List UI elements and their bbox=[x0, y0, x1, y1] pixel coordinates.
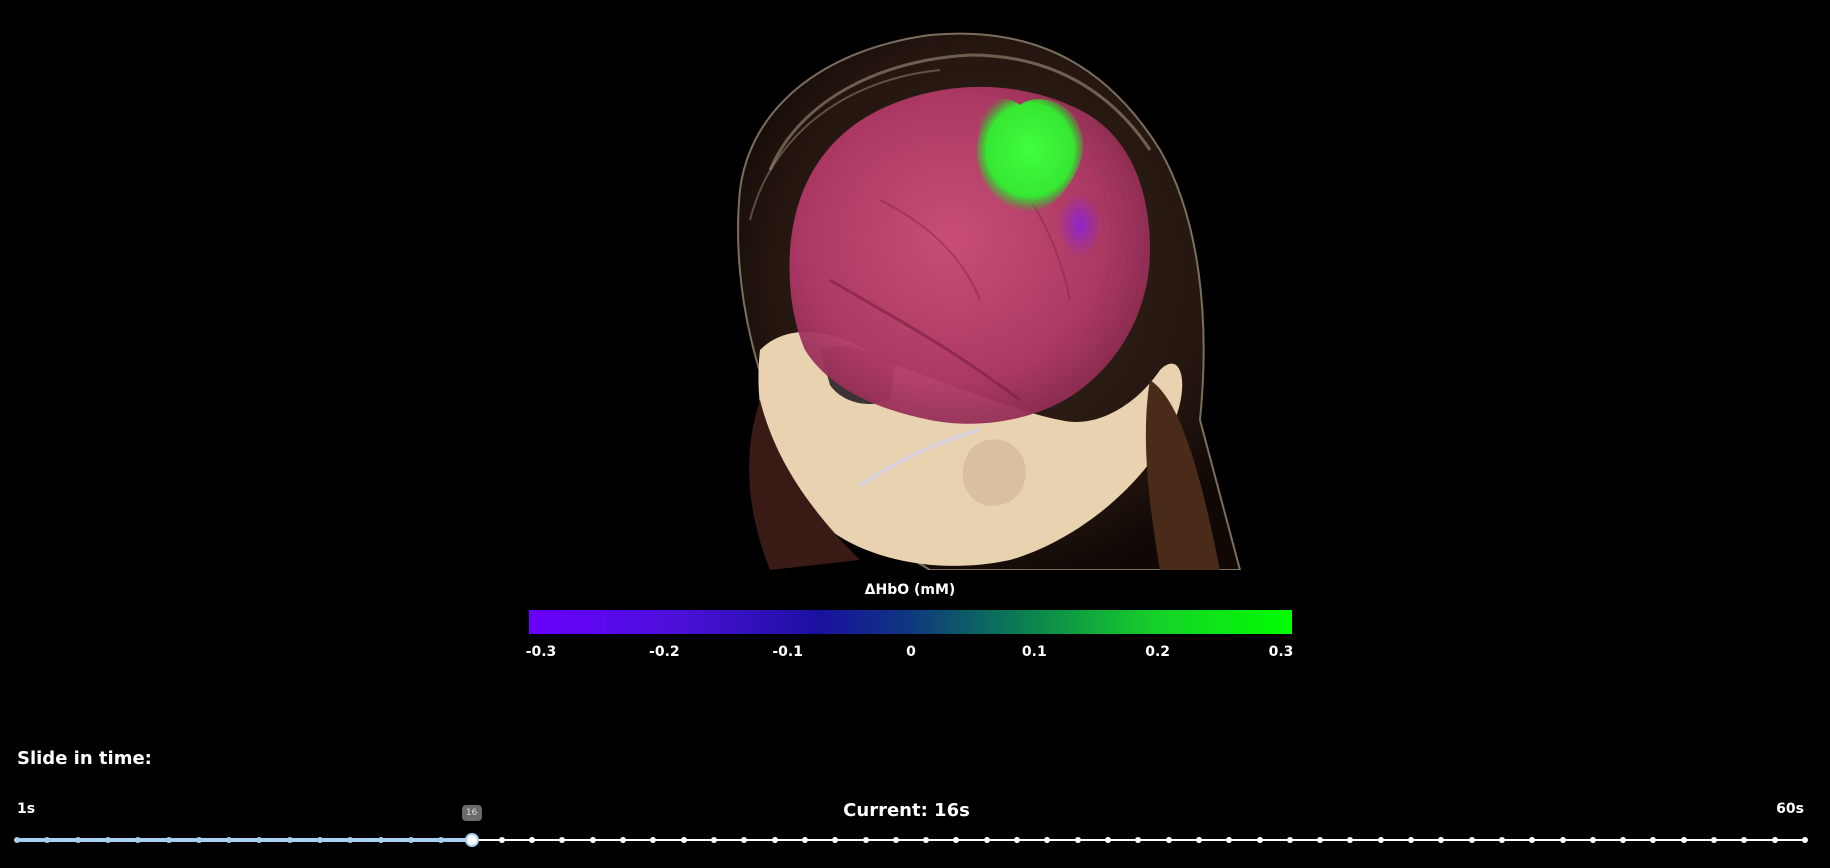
slider-title: Slide in time: bbox=[17, 748, 152, 769]
colorbar-tick-label: 0 bbox=[906, 644, 916, 660]
slider-step-dot[interactable] bbox=[1074, 837, 1081, 843]
colorbar-tick-label: 0.2 bbox=[1145, 644, 1171, 660]
slider-step-dot[interactable] bbox=[1529, 837, 1536, 843]
slider-step-dot[interactable] bbox=[1498, 837, 1505, 843]
slider-step-dot[interactable] bbox=[923, 837, 930, 843]
slider-step-dot[interactable] bbox=[1680, 837, 1687, 843]
colorbar-tick-label: 0.3 bbox=[1268, 644, 1294, 660]
colorbar-tick-label: -0.1 bbox=[772, 644, 803, 660]
slider-step-dot[interactable] bbox=[862, 837, 869, 843]
slider-step-dot[interactable] bbox=[1589, 837, 1596, 843]
slider-step-dot[interactable] bbox=[1802, 837, 1808, 843]
brain-head-render bbox=[737, 32, 1242, 570]
colorbar-title: ΔHbO (mM) bbox=[864, 582, 956, 598]
slider-track-fill bbox=[17, 838, 472, 842]
slider-step-dot[interactable] bbox=[620, 837, 627, 843]
slider-step-dot[interactable] bbox=[1195, 837, 1202, 843]
slider-step-dot[interactable] bbox=[1226, 837, 1233, 843]
slider-step-dot[interactable] bbox=[1559, 837, 1566, 843]
slider-step-dot[interactable] bbox=[983, 837, 990, 843]
slider-step-dot[interactable] bbox=[1377, 837, 1384, 843]
slider-max-label: 60s bbox=[1776, 801, 1804, 817]
slider-step-dot[interactable] bbox=[407, 837, 414, 843]
colorbar-gradient bbox=[529, 610, 1292, 634]
slider-step-dot[interactable] bbox=[74, 837, 81, 843]
slider-step-dot[interactable] bbox=[1256, 837, 1263, 843]
slider-step-dot[interactable] bbox=[14, 837, 20, 843]
colorbar-tick-label: 0.1 bbox=[1021, 644, 1047, 660]
slider-step-dot[interactable] bbox=[1135, 837, 1142, 843]
slider-step-dot[interactable] bbox=[1408, 837, 1415, 843]
slider-step-dot[interactable] bbox=[832, 837, 839, 843]
slider-step-dot[interactable] bbox=[529, 837, 536, 843]
slider-step-dot[interactable] bbox=[1014, 837, 1021, 843]
current-time-label: Current: 16s bbox=[843, 800, 970, 821]
slider-step-dot[interactable] bbox=[1104, 837, 1111, 843]
slider-step-dot[interactable] bbox=[438, 837, 445, 843]
colorbar-tick-label: -0.3 bbox=[525, 644, 557, 660]
slider-step-dot[interactable] bbox=[771, 837, 778, 843]
slider-step-dot[interactable] bbox=[801, 837, 808, 843]
slider-step-dot[interactable] bbox=[1711, 837, 1718, 843]
slider-step-dot[interactable] bbox=[286, 837, 293, 843]
slider-step-dot[interactable] bbox=[1468, 837, 1475, 843]
slider-step-dot[interactable] bbox=[347, 837, 354, 843]
time-slider[interactable]: 16 bbox=[14, 805, 1808, 850]
slider-step-dot[interactable] bbox=[650, 837, 657, 843]
slider-step-dot[interactable] bbox=[1438, 837, 1445, 843]
slider-step-dot[interactable] bbox=[1286, 837, 1293, 843]
slider-step-dot[interactable] bbox=[1165, 837, 1172, 843]
slider-step-dot[interactable] bbox=[1347, 837, 1354, 843]
slider-step-dot[interactable] bbox=[135, 837, 142, 843]
slider-step-dot[interactable] bbox=[104, 837, 111, 843]
slider-step-dot[interactable] bbox=[226, 837, 233, 843]
slider-step-dot[interactable] bbox=[1620, 837, 1627, 843]
slider-track[interactable] bbox=[17, 839, 1805, 841]
slider-value-tooltip: 16 bbox=[461, 805, 482, 821]
slider-step-dot[interactable] bbox=[741, 837, 748, 843]
slider-step-dot[interactable] bbox=[1771, 837, 1778, 843]
brain-3d-viewer[interactable] bbox=[680, 20, 1250, 570]
slider-step-dot[interactable] bbox=[711, 837, 718, 843]
slider-step-dot[interactable] bbox=[44, 837, 51, 843]
slider-step-dot[interactable] bbox=[377, 837, 384, 843]
slider-step-dot[interactable] bbox=[1650, 837, 1657, 843]
slider-step-dot[interactable] bbox=[559, 837, 566, 843]
slider-step-dot[interactable] bbox=[589, 837, 596, 843]
slider-step-dot[interactable] bbox=[498, 837, 505, 843]
slider-min-label: 1s bbox=[17, 801, 36, 817]
slider-step-dot[interactable] bbox=[195, 837, 202, 843]
slider-step-dot[interactable] bbox=[256, 837, 263, 843]
slider-step-dot[interactable] bbox=[953, 837, 960, 843]
slider-step-dot[interactable] bbox=[892, 837, 899, 843]
slider-thumb[interactable] bbox=[464, 833, 479, 847]
colorbar-tick-label: -0.2 bbox=[649, 644, 680, 660]
slider-step-dot[interactable] bbox=[1044, 837, 1051, 843]
slider-step-dot[interactable] bbox=[1741, 837, 1748, 843]
slider-step-dot[interactable] bbox=[165, 837, 172, 843]
slider-step-dot[interactable] bbox=[1317, 837, 1324, 843]
slider-step-dot[interactable] bbox=[680, 837, 687, 843]
slider-step-dot[interactable] bbox=[317, 837, 324, 843]
